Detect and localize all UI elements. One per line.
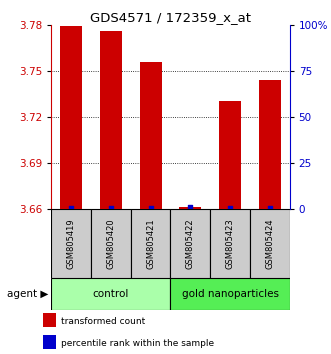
Text: control: control [93,289,129,299]
Text: transformed count: transformed count [61,316,146,326]
Bar [170,209,210,278]
Bar [250,209,290,278]
Text: GSM805421: GSM805421 [146,218,155,269]
Title: GDS4571 / 172359_x_at: GDS4571 / 172359_x_at [90,11,251,24]
Point [148,205,153,211]
Bar [210,209,250,278]
Bar [91,209,131,278]
Text: gold nanoparticles: gold nanoparticles [181,289,279,299]
Text: GSM805420: GSM805420 [106,218,116,269]
Point [108,205,114,211]
Bar [43,335,56,349]
Bar [100,31,122,209]
Text: GSM805424: GSM805424 [265,218,274,269]
Point [267,205,272,211]
Text: GSM805419: GSM805419 [67,218,76,269]
Bar [131,209,170,278]
Bar [259,80,281,209]
Bar [51,278,170,310]
Text: GSM805422: GSM805422 [186,218,195,269]
Bar [140,62,162,209]
Bar [60,26,82,209]
Bar [43,313,56,327]
Bar [51,209,91,278]
Point [69,205,74,211]
Text: GSM805423: GSM805423 [225,218,235,269]
Bar [170,278,290,310]
Point [227,205,233,211]
Bar [219,102,241,209]
Text: percentile rank within the sample: percentile rank within the sample [61,339,214,348]
Bar [179,207,201,209]
Point [188,204,193,210]
Text: agent ▶: agent ▶ [7,289,48,299]
